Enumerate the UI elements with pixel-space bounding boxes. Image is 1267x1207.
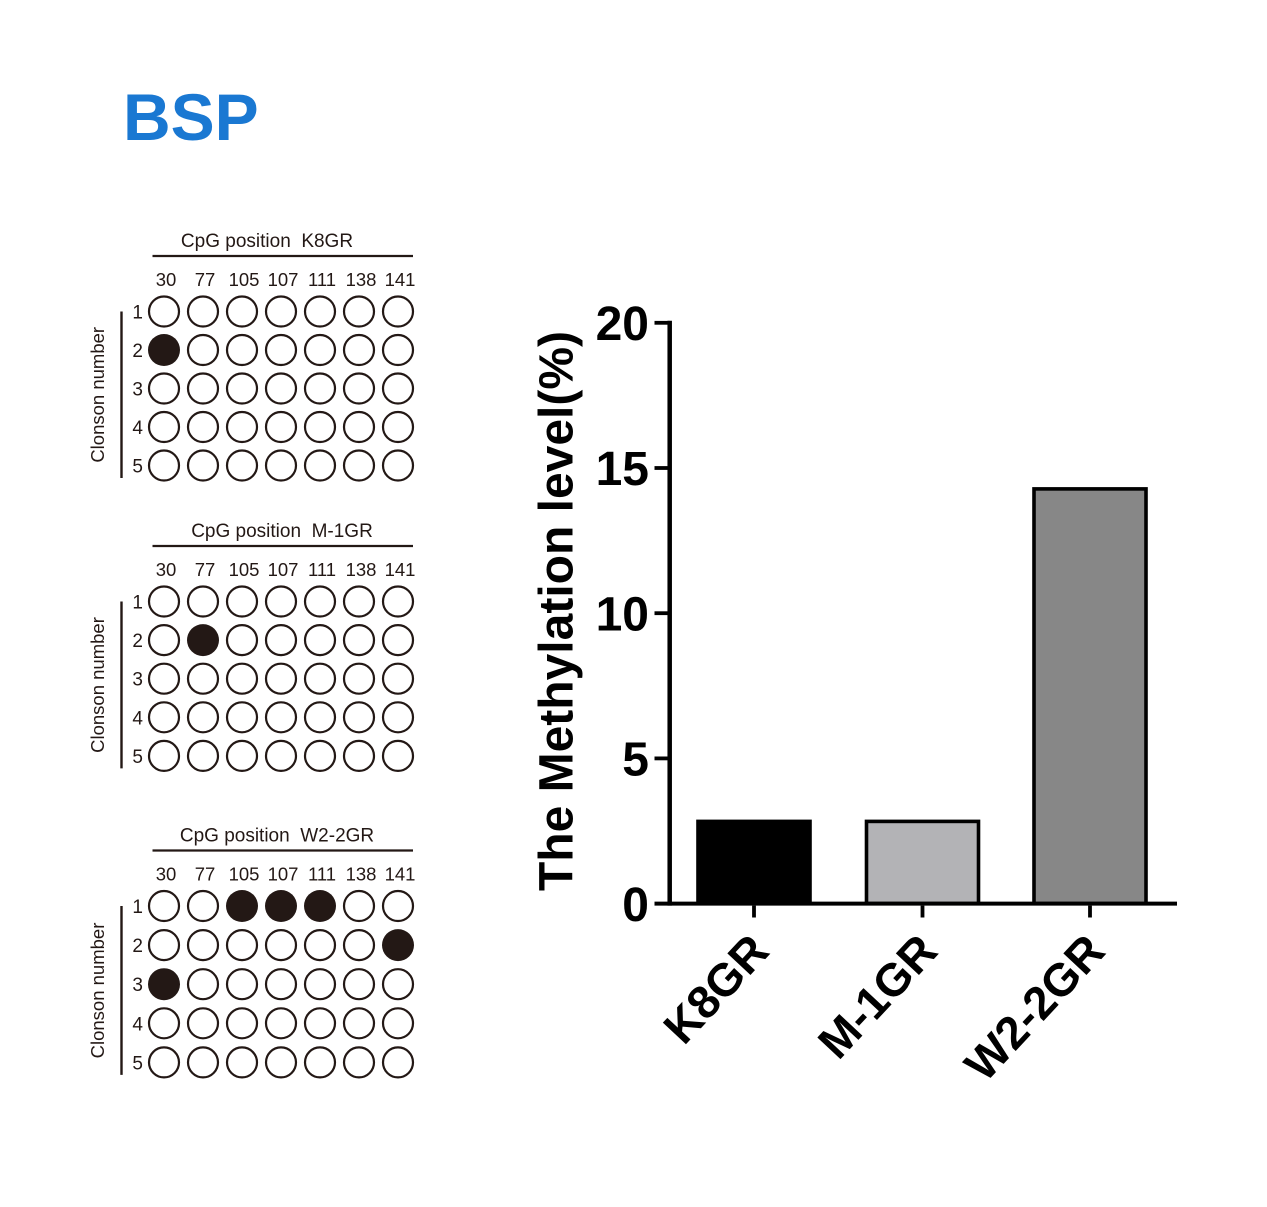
svg-text:4: 4 (132, 708, 143, 729)
svg-text:15: 15 (596, 443, 649, 496)
svg-text:0: 0 (622, 879, 649, 932)
svg-text:77: 77 (195, 559, 216, 580)
svg-text:77: 77 (195, 863, 216, 884)
svg-text:141: 141 (385, 559, 416, 580)
svg-text:3: 3 (132, 670, 143, 691)
svg-text:BSP: BSP (123, 80, 259, 154)
svg-text:1: 1 (132, 303, 143, 324)
svg-text:138: 138 (346, 863, 377, 884)
svg-text:2: 2 (132, 631, 143, 652)
svg-text:4: 4 (132, 1014, 143, 1035)
svg-text:107: 107 (268, 863, 299, 884)
svg-text:4: 4 (132, 418, 143, 439)
svg-text:5: 5 (622, 734, 649, 787)
svg-text:77: 77 (195, 269, 216, 290)
svg-text:105: 105 (229, 559, 260, 580)
svg-text:141: 141 (385, 863, 416, 884)
svg-text:107: 107 (268, 269, 299, 290)
svg-text:CpG position W2-2GR: CpG position W2-2GR (180, 826, 374, 847)
svg-text:2: 2 (132, 936, 143, 957)
svg-text:1: 1 (132, 897, 143, 918)
svg-text:105: 105 (229, 269, 260, 290)
svg-text:5: 5 (132, 1053, 143, 1074)
svg-text:The Methylation level(%): The Methylation level(%) (531, 331, 584, 891)
svg-text:CpG position K8GR: CpG position K8GR (181, 231, 353, 252)
svg-text:2: 2 (132, 341, 143, 362)
svg-text:30: 30 (156, 269, 177, 290)
svg-text:CpG position M-1GR: CpG position M-1GR (191, 521, 373, 542)
svg-text:107: 107 (268, 559, 299, 580)
svg-text:111: 111 (308, 559, 336, 580)
svg-text:10: 10 (596, 588, 649, 641)
svg-text:Clonson number: Clonson number (87, 617, 108, 753)
svg-text:1: 1 (132, 593, 143, 614)
svg-text:3: 3 (132, 975, 143, 996)
svg-text:30: 30 (156, 863, 177, 884)
svg-text:Clonson number: Clonson number (87, 923, 108, 1059)
svg-text:20: 20 (596, 298, 649, 351)
svg-text:141: 141 (385, 269, 416, 290)
svg-text:138: 138 (346, 269, 377, 290)
svg-text:105: 105 (229, 863, 260, 884)
svg-text:111: 111 (308, 863, 336, 884)
svg-text:Clonson number: Clonson number (87, 327, 108, 463)
svg-text:3: 3 (132, 380, 143, 401)
svg-text:111: 111 (308, 269, 336, 290)
svg-text:30: 30 (156, 559, 177, 580)
svg-text:5: 5 (132, 457, 143, 478)
svg-text:138: 138 (346, 559, 377, 580)
svg-text:5: 5 (132, 747, 143, 768)
